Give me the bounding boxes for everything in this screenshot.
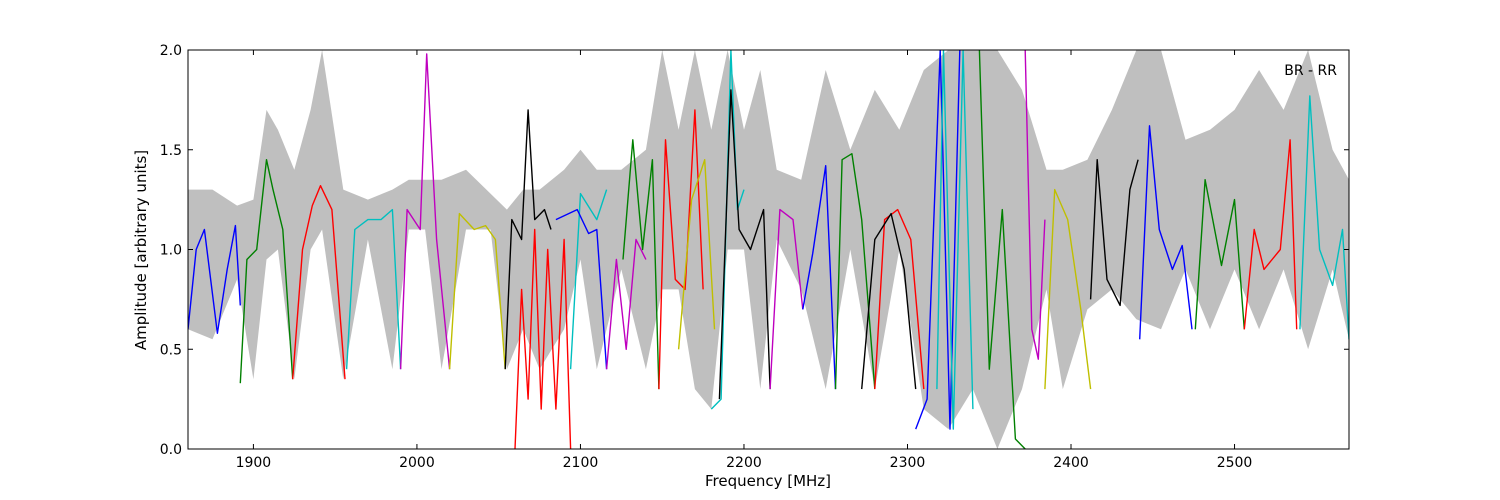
series-line-12	[622, 139, 660, 390]
series-line-26	[1044, 188, 1092, 390]
series-line-20	[874, 208, 925, 390]
series-line-6	[448, 212, 506, 370]
series-line-23	[936, 50, 974, 430]
y-axis-label: Amplitude [arbitrary units]	[132, 150, 150, 350]
series-line-16	[718, 89, 771, 400]
x-tick-label: 2200	[726, 455, 762, 471]
envelope-layer	[188, 50, 1349, 449]
series-line-13	[658, 109, 704, 390]
series-line-7	[504, 109, 552, 370]
series-line-11	[605, 238, 647, 370]
x-tick-label: 2100	[563, 455, 599, 471]
series-line-17	[769, 208, 804, 390]
series-line-14	[677, 158, 716, 350]
series-line-1	[188, 224, 241, 334]
series-line-4	[345, 208, 402, 370]
series-line-19	[834, 152, 876, 390]
y-tick-label: 2.0	[160, 43, 182, 59]
series-line-27	[1089, 158, 1139, 307]
series-line-8	[514, 228, 572, 449]
series-line-30	[1243, 139, 1298, 330]
envelope-band	[188, 50, 1349, 449]
y-tick-label: 0.5	[160, 342, 182, 358]
x-tick-label: 2500	[1217, 455, 1253, 471]
y-axis-ticks: 0.0 0.5 1.0 1.5 2.0	[160, 43, 1349, 458]
series-line-10	[555, 208, 608, 370]
series-line-28	[1139, 125, 1193, 340]
y-tick-label: 0.0	[160, 442, 182, 458]
series-layer	[188, 50, 1349, 449]
x-axis-label: Frequency [MHz]	[705, 472, 831, 490]
x-axis-ticks: 1900 2000 2100 2200 2300 2400 2500	[236, 50, 1253, 471]
x-tick-label: 1900	[236, 455, 272, 471]
x-tick-label: 2300	[890, 455, 926, 471]
series-line-22	[915, 50, 961, 430]
series-line-18	[802, 164, 837, 390]
chart-annotation: BR - RR	[1284, 63, 1337, 79]
series-line-31	[1299, 95, 1349, 340]
series-line-5	[399, 53, 451, 370]
x-tick-label: 2400	[1053, 455, 1089, 471]
series-line-3	[292, 184, 346, 380]
y-tick-label: 1.0	[160, 243, 182, 259]
series-line-21	[861, 212, 917, 390]
series-line-15	[710, 50, 745, 410]
series-line-25	[1024, 50, 1046, 360]
series-line-2	[239, 158, 294, 384]
x-tick-label: 2000	[399, 455, 435, 471]
series-line-29	[1194, 178, 1245, 330]
series-line-24	[978, 50, 1026, 449]
y-tick-label: 1.5	[160, 143, 182, 159]
series-line-9	[569, 189, 608, 370]
